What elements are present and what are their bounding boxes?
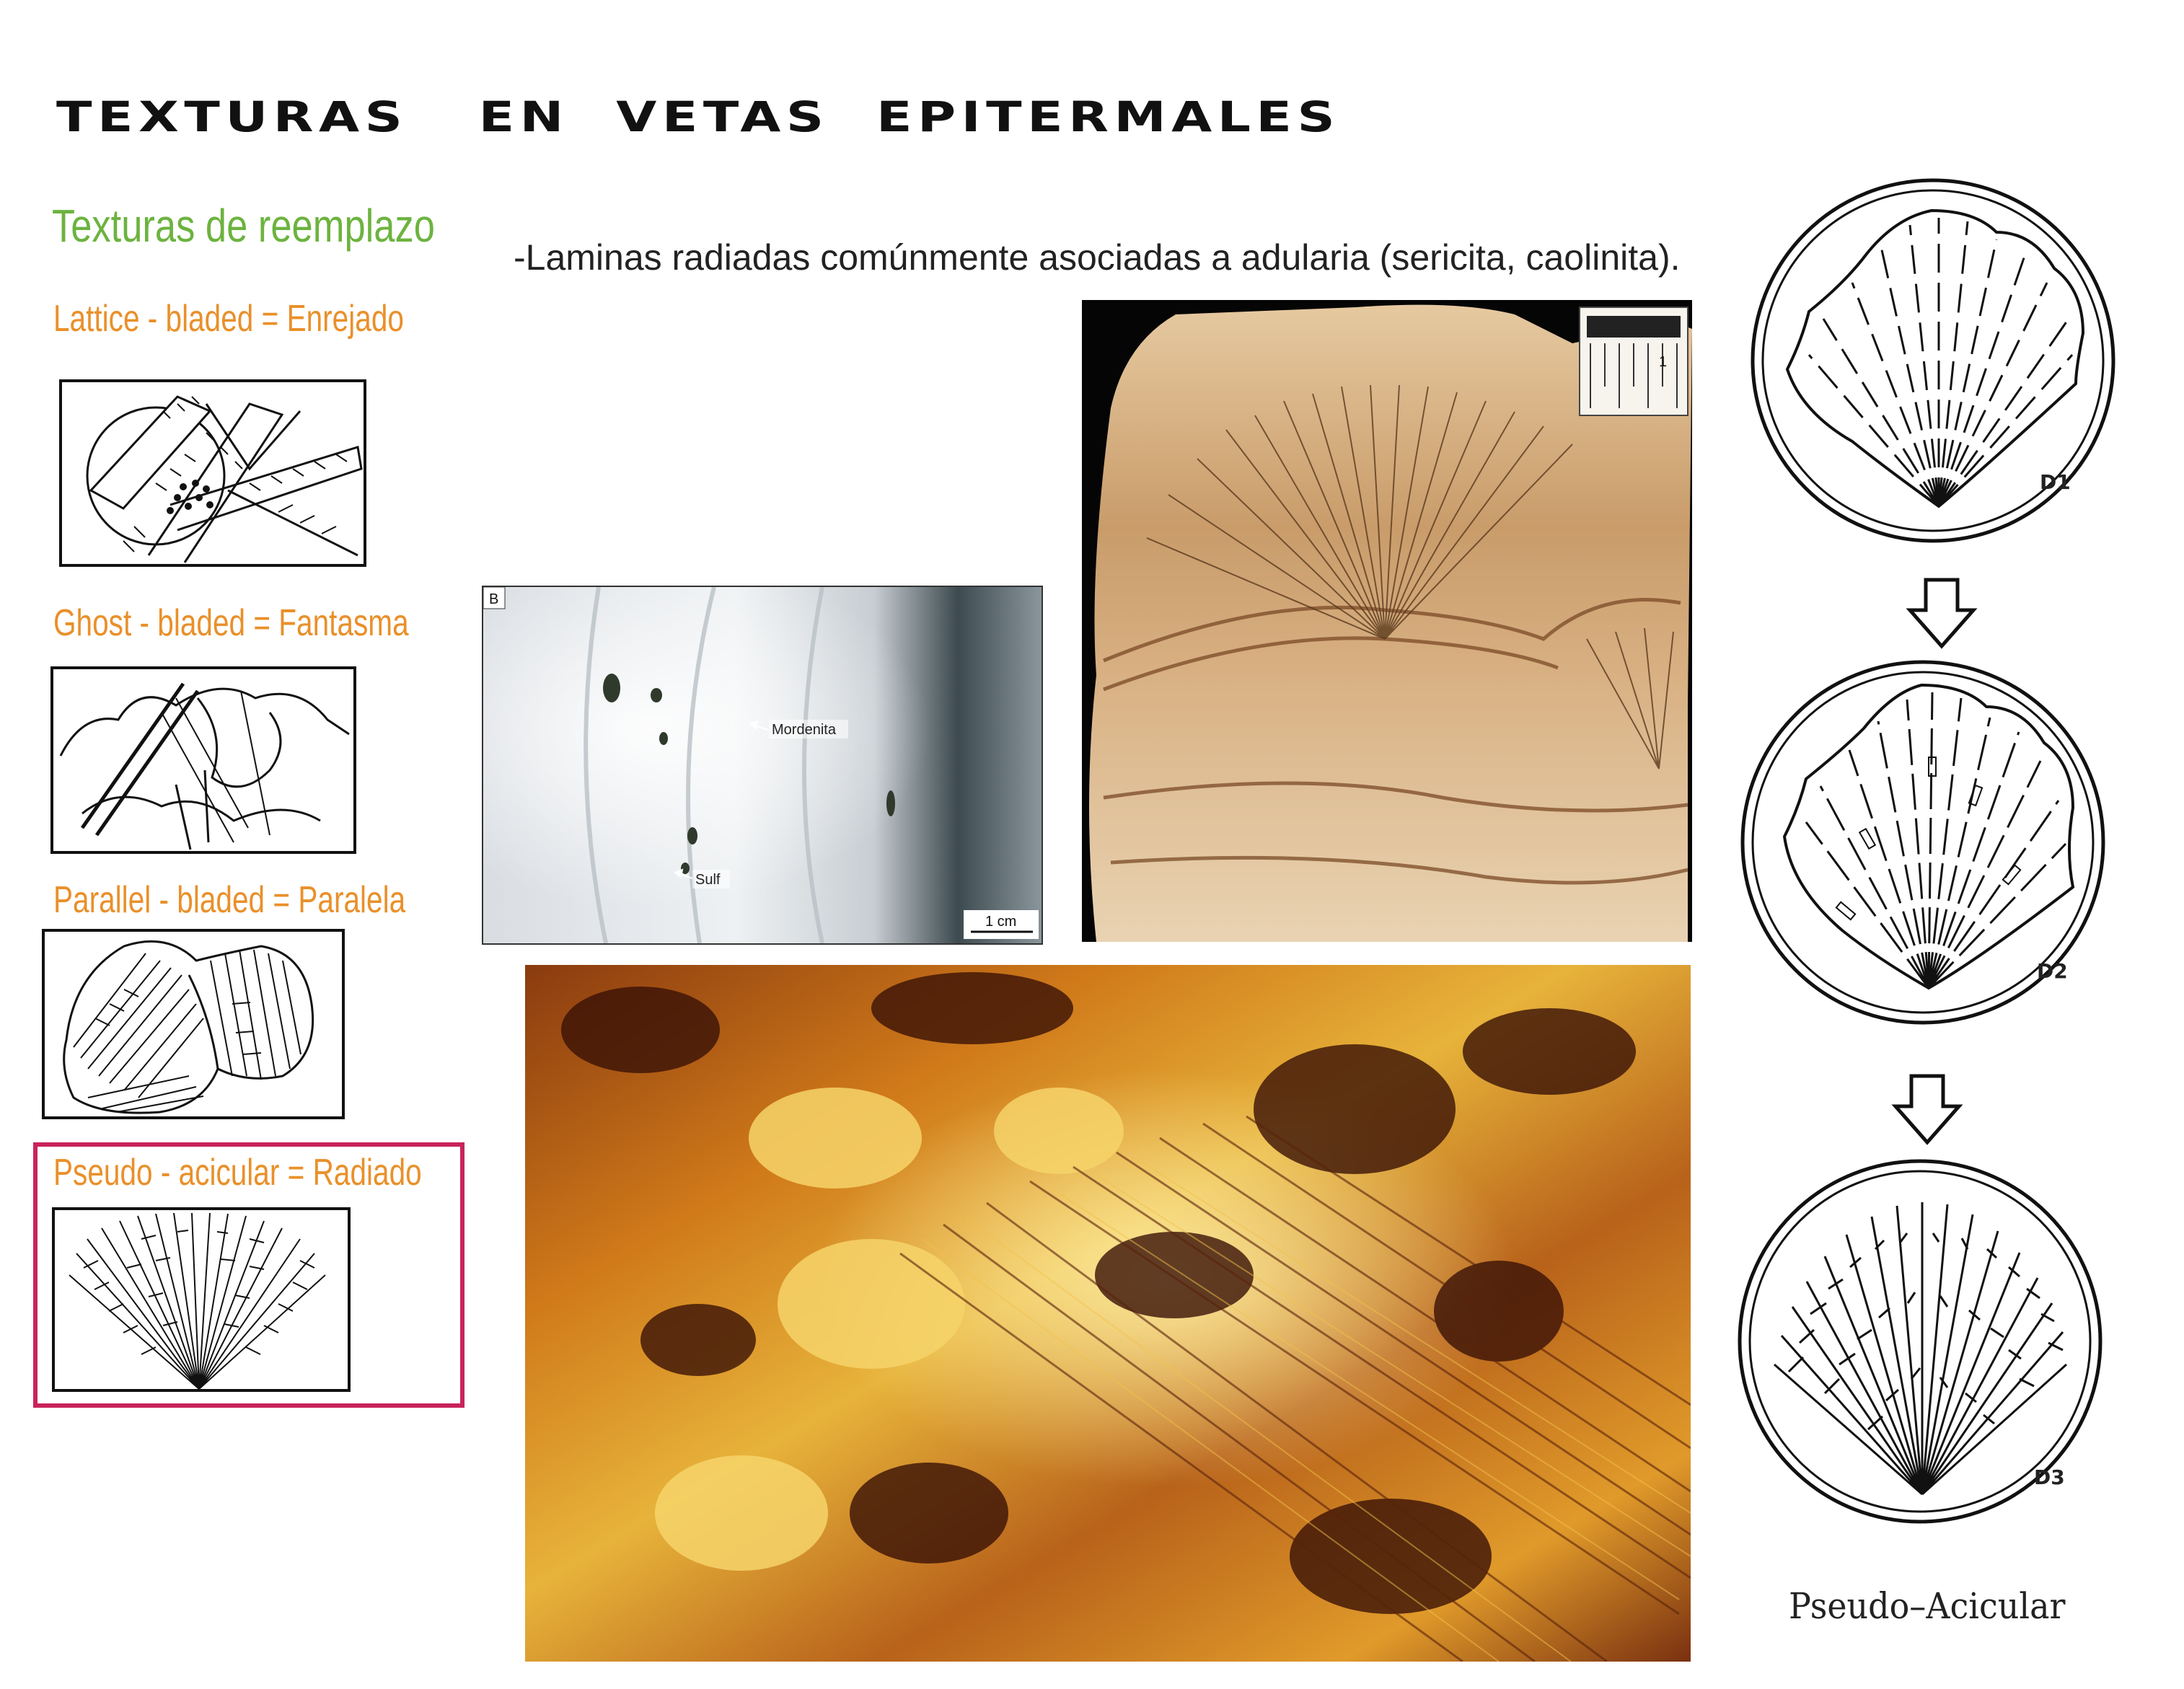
parallel-bladed-sketch [42, 929, 345, 1119]
stage-circle-d3: D3 [1731, 1148, 2118, 1552]
stage-code-d2: D2 [2037, 959, 2068, 983]
photo-b-panel-label: B [489, 591, 498, 607]
pseudo-acicular-sketch [52, 1207, 351, 1392]
scale-marker-label: 1 [1659, 354, 1667, 370]
figure-caption: Pseudo–Acicular [1789, 1585, 2066, 1627]
section-title: Texturas de reemplazo [52, 200, 435, 252]
thin-section-micrograph [525, 965, 1691, 1662]
texture-label-pseudo-acicular: Pseudo - acicular = Radiado [53, 1152, 422, 1194]
annotation-mordenita: Mordenita [772, 722, 837, 738]
lattice-bladed-sketch [59, 379, 366, 567]
annotation-sulf: Sulf [695, 872, 721, 888]
down-arrow-icon [1906, 578, 1978, 649]
photo-b-mordenita: B Mordenita Sulf 1 cm [482, 586, 1043, 945]
hand-sample-photo: 1 [1082, 300, 1692, 942]
down-arrow-icon [1891, 1074, 1963, 1145]
stage-circle-d2: D2 [1734, 649, 2121, 1053]
texture-label-parallel: Parallel - bladed = Paralela [53, 879, 406, 921]
stage-circle-d1: D1 [1744, 167, 2131, 571]
texture-label-ghost: Ghost - bladed = Fantasma [53, 602, 409, 644]
description-text: -Laminas radiadas comúnmente asociadas a… [514, 237, 1681, 278]
stage-code-d3: D3 [2034, 1465, 2065, 1489]
texture-label-lattice: Lattice - bladed = Enrejado [53, 298, 404, 340]
page-title: TEXTURAS EN VETAS EPITERMALES [56, 92, 1341, 141]
ghost-bladed-sketch [50, 666, 356, 854]
highlight-box-pseudo-acicular [33, 1142, 464, 1408]
scale-bar-label: 1 cm [985, 914, 1016, 930]
stage-code-d1: D1 [2040, 470, 2071, 494]
